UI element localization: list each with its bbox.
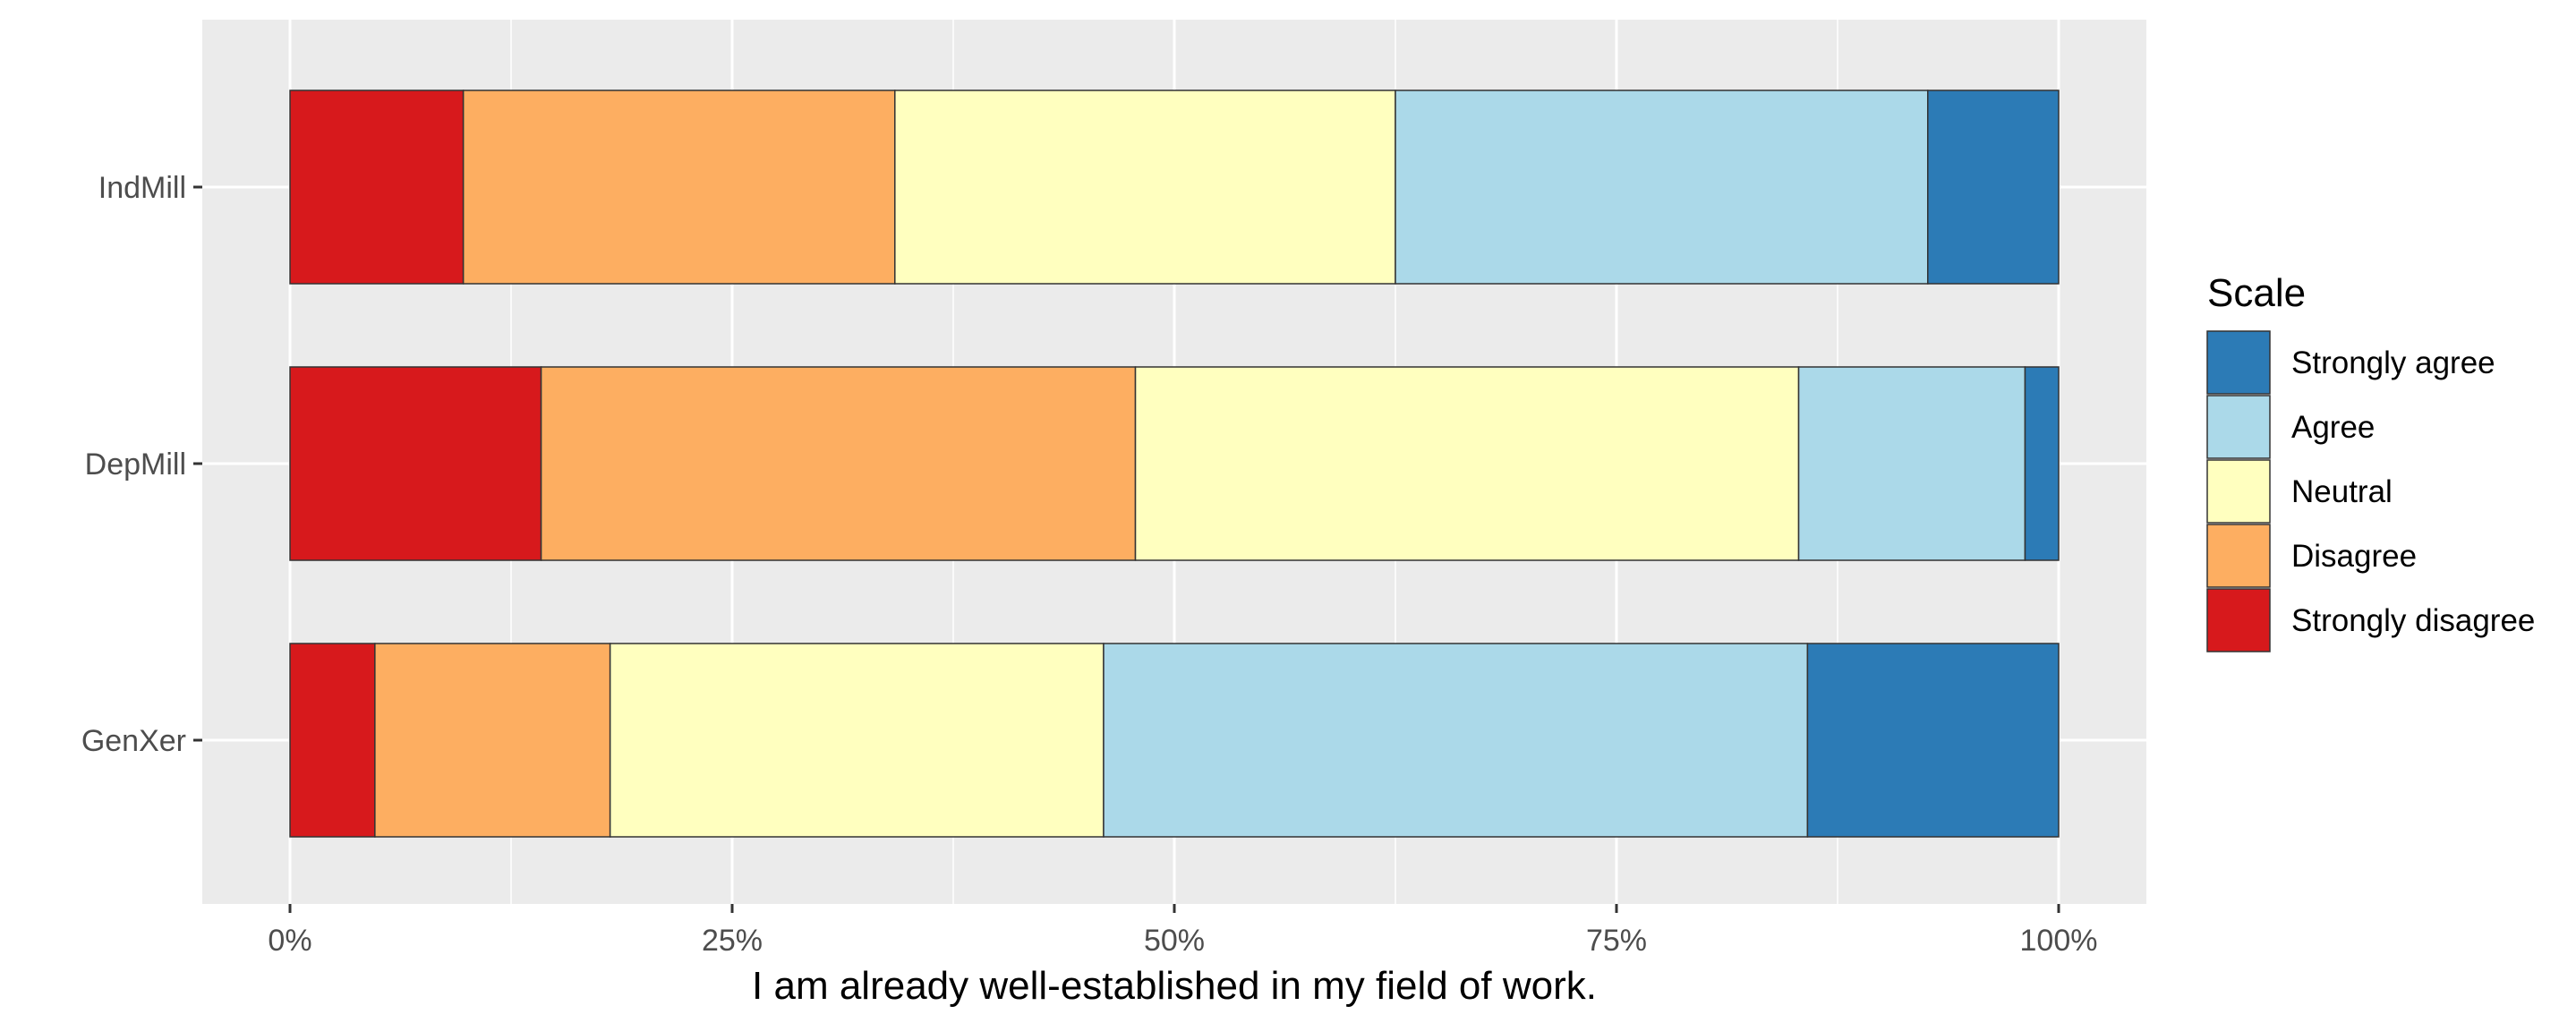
y-axis: IndMill DepMill GenXer bbox=[81, 171, 202, 758]
legend-key-strongly-disagree bbox=[2206, 588, 2271, 652]
bar-genxer-neutral bbox=[609, 643, 1105, 838]
bar-indmill-disagree bbox=[462, 90, 896, 285]
legend-label: Disagree bbox=[2291, 539, 2417, 574]
legend-key-neutral bbox=[2206, 459, 2271, 524]
legend: Scale Strongly agree Agree Neutral Disagree… bbox=[2206, 271, 2535, 652]
legend-label: Strongly disagree bbox=[2291, 603, 2535, 638]
bar-indmill-strongly-disagree bbox=[289, 90, 465, 285]
x-tick-label: 25% bbox=[702, 924, 763, 958]
x-tick-label: 75% bbox=[1586, 924, 1647, 958]
bar-depmill-agree bbox=[1797, 366, 2026, 561]
x-axis: 0% 25% 50% 75% 100% bbox=[268, 904, 2097, 958]
bar-indmill-agree bbox=[1395, 90, 1929, 285]
y-tick-label: DepMill bbox=[85, 448, 186, 482]
legend-label: Neutral bbox=[2291, 474, 2393, 509]
bar-depmill-strongly-agree bbox=[2024, 366, 2060, 561]
x-tick-label: 0% bbox=[268, 924, 311, 958]
bar-genxer-strongly-agree bbox=[1806, 643, 2060, 838]
legend-key-disagree bbox=[2206, 524, 2271, 588]
bar-indmill-strongly-agree bbox=[1927, 90, 2060, 285]
bar-depmill-disagree bbox=[540, 366, 1137, 561]
y-tick-label: GenXer bbox=[81, 724, 186, 758]
x-tick-label: 50% bbox=[1144, 924, 1205, 958]
y-tick-label: IndMill bbox=[98, 171, 186, 205]
legend-key-strongly-agree bbox=[2206, 330, 2271, 395]
bar-depmill-neutral bbox=[1134, 366, 1800, 561]
legend-label: Agree bbox=[2291, 410, 2375, 445]
x-axis-title: I am already well-established in my fiel… bbox=[752, 964, 1597, 1008]
bar-genxer-agree bbox=[1103, 643, 1809, 838]
legend-title: Scale bbox=[2207, 271, 2306, 315]
bar-genxer-disagree bbox=[374, 643, 611, 838]
legend-label: Strongly agree bbox=[2291, 345, 2495, 380]
x-tick-label: 100% bbox=[2020, 924, 2098, 958]
bar-depmill-strongly-disagree bbox=[289, 366, 542, 561]
bars bbox=[289, 90, 2060, 838]
bar-genxer-strongly-disagree bbox=[289, 643, 376, 838]
legend-key-agree bbox=[2206, 395, 2271, 459]
bar-indmill-neutral bbox=[894, 90, 1396, 285]
